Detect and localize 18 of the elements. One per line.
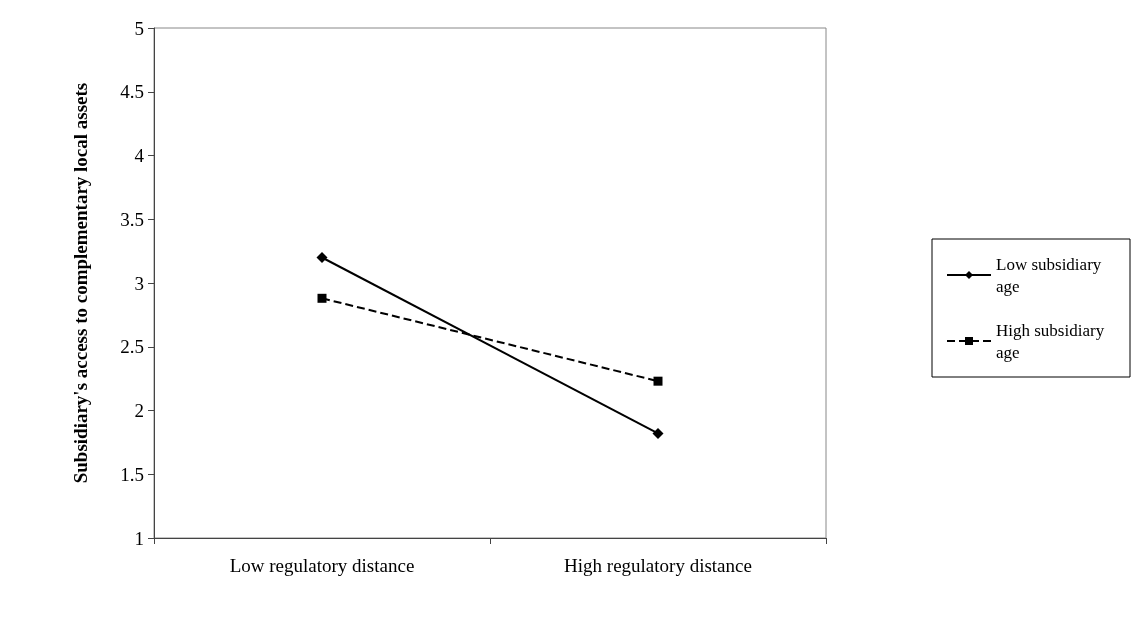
legend-label: High subsidiary age [996,320,1109,362]
y-tick-label: 3.5 [120,208,144,230]
point [317,293,327,303]
y-tick-label: 1.5 [120,463,144,485]
y-tick-label: 3 [134,272,144,294]
y-tick-label: 1 [134,527,144,549]
point [316,252,328,263]
y-axis-title: Subsidiary's access to complementary local assets [70,82,91,484]
point [653,376,663,386]
legend-label: Low subsidiary age [996,254,1106,296]
y-tick-label: 2 [134,400,144,421]
x-tick-label: Low regulatory distance [229,555,415,576]
x-tick-label: High regulatory distance [564,555,752,576]
y-tick-label: 2.5 [120,336,144,358]
y-tick-label: 4 [134,145,145,166]
point [652,427,664,439]
y-tick-label: 4.5 [120,81,144,103]
y-tick-label: 5 [134,17,144,39]
